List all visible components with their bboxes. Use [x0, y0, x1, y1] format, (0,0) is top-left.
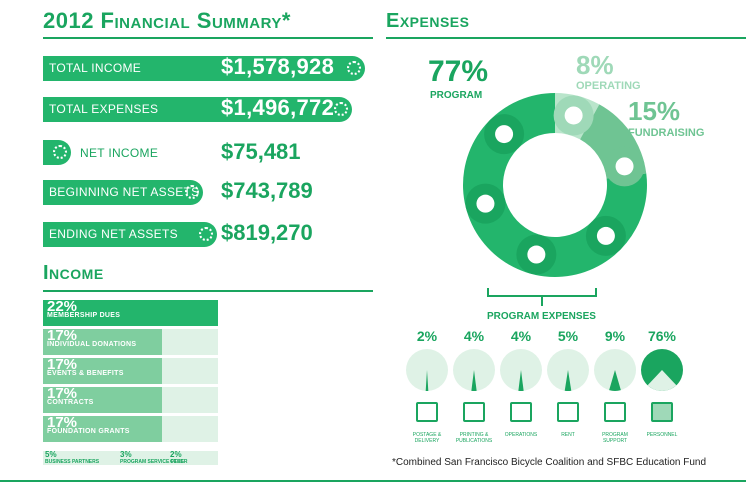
operating-label: OPERATING: [576, 80, 641, 92]
breakdown-label: PERSONNEL: [646, 432, 678, 438]
program-bracket: [487, 288, 597, 306]
breakdown-pie-slice: [647, 370, 677, 391]
breakdown-pct: 2%: [416, 328, 438, 344]
income-small-pct: 5%: [45, 450, 57, 459]
breakdown-label: POSTAGE & DELIVERY: [412, 432, 442, 444]
income-label: FOUNDATION GRANTS: [47, 428, 130, 435]
income-bar: 17% FOUNDATION GRANTS: [43, 414, 162, 442]
breakdown-label: PROGRAM SUPPORT: [602, 432, 628, 444]
summary-rule: [43, 37, 373, 39]
income-small-row: [43, 451, 218, 465]
total-income-label: TOTAL INCOME: [49, 61, 142, 75]
bottom-rule: [0, 480, 746, 482]
network-icon: [604, 402, 626, 422]
ending-net-assets-amount: $819,270: [221, 220, 313, 245]
gear-icon: [185, 185, 199, 199]
net-income-amount: $75,481: [221, 139, 301, 164]
envelope-icon: [416, 402, 438, 422]
breakdown-pie: [406, 349, 448, 391]
breakdown-pct: 76%: [647, 328, 677, 344]
building-icon: [557, 402, 579, 422]
income-bar: 22% MEMBERSHIP DUES: [43, 298, 218, 326]
net-income-label: NET INCOME: [80, 146, 159, 160]
breakdown-pie-slice: [564, 370, 572, 391]
income-pct: 22%: [47, 298, 78, 315]
breakdown-pie-slice: [471, 370, 477, 391]
total-income-bar: TOTAL INCOME $1,578,928: [43, 54, 365, 81]
income-small-pct: 2%: [170, 450, 182, 459]
breakdown-label: PRINTING & PUBLICATIONS: [455, 432, 493, 444]
breakdown-label: RENT: [561, 432, 575, 438]
income-bar: 17% EVENTS & BENEFITS: [43, 356, 162, 384]
breakdown-pie-slice: [518, 370, 524, 391]
income-rule: [43, 290, 373, 292]
gear-icon: [199, 227, 213, 241]
total-expenses-bar: TOTAL EXPENSES $1,496,772: [43, 95, 352, 122]
chain-link-hole: [596, 226, 615, 245]
people-icon: [651, 402, 673, 422]
summary-title: 2012 Financial Summary*: [43, 8, 291, 33]
income-small-label: PROGRAM SERVICE FEES: [120, 459, 184, 465]
chain-link-hole: [495, 125, 514, 144]
income-small-pct: 3%: [120, 450, 132, 459]
income-small-label: OTHER: [170, 459, 188, 465]
income-label: INDIVIDUAL DONATIONS: [47, 341, 137, 348]
total-income-amount: $1,578,928: [221, 54, 335, 79]
breakdown-pie: [641, 349, 683, 391]
income-bar: 17% INDIVIDUAL DONATIONS: [43, 327, 162, 355]
income-pct: 17%: [47, 327, 78, 344]
total-expenses-amount: $1,496,772: [221, 95, 335, 120]
income-bar: 17% CONTRACTS: [43, 385, 162, 413]
beginning-net-assets-label: BEGINNING NET ASSETS: [49, 185, 200, 199]
gear-icon: [53, 145, 67, 159]
income-pct: 17%: [47, 356, 78, 373]
program-pct: 77%: [428, 55, 489, 88]
breakdown-pct: 4%: [463, 328, 485, 344]
income-label: CONTRACTS: [47, 399, 94, 406]
income-small-label: BUSINESS PARTNERS: [45, 459, 100, 465]
program-label: PROGRAM: [430, 90, 483, 101]
beginning-net-assets-bar: BEGINNING NET ASSETS: [43, 180, 203, 205]
income-pct: 17%: [47, 414, 78, 431]
chain-link-hole: [476, 194, 495, 213]
total-expenses-label: TOTAL EXPENSES: [49, 102, 159, 116]
breakdown-pie-slice: [609, 370, 621, 391]
breakdown-label: OPERATIONS: [504, 432, 538, 438]
breakdown-pct: 5%: [557, 328, 579, 344]
operating-pct: 8%: [576, 50, 614, 80]
breakdown-pie: [594, 349, 636, 391]
program-expenses-label: PROGRAM EXPENSES: [487, 311, 596, 322]
chain-link-hole: [527, 245, 546, 264]
breakdown-pie: [453, 349, 495, 391]
chain-link-hole: [564, 106, 583, 125]
fundraising-pct: 15%: [628, 96, 681, 126]
income-label: MEMBERSHIP DUES: [47, 312, 121, 319]
net-income-bar: [43, 140, 71, 165]
gears-icon: [510, 402, 532, 422]
gear-icon: [334, 102, 348, 116]
gear-icon: [347, 61, 361, 75]
breakdown-pct: 4%: [510, 328, 532, 344]
breakdown-pie: [547, 349, 589, 391]
income-label: EVENTS & BENEFITS: [47, 370, 124, 377]
chain-ring-chart: [463, 93, 647, 277]
ending-net-assets-bar: ENDING NET ASSETS: [43, 222, 217, 247]
expenses-title: Expenses: [386, 10, 470, 32]
breakdown-pie: [500, 349, 542, 391]
printer-icon: [463, 402, 485, 422]
ending-net-assets-label: ENDING NET ASSETS: [49, 227, 178, 241]
footnote: *Combined San Francisco Bicycle Coalitio…: [392, 457, 707, 468]
chain-link-hole: [615, 157, 634, 176]
beginning-net-assets-amount: $743,789: [221, 178, 313, 203]
income-title: Income: [43, 262, 104, 284]
breakdown-pct: 9%: [604, 328, 626, 344]
income-pct: 17%: [47, 385, 78, 402]
breakdown-pie-slice: [425, 370, 429, 391]
expenses-rule: [386, 37, 746, 39]
fundraising-label: FUNDRAISING: [628, 127, 705, 139]
